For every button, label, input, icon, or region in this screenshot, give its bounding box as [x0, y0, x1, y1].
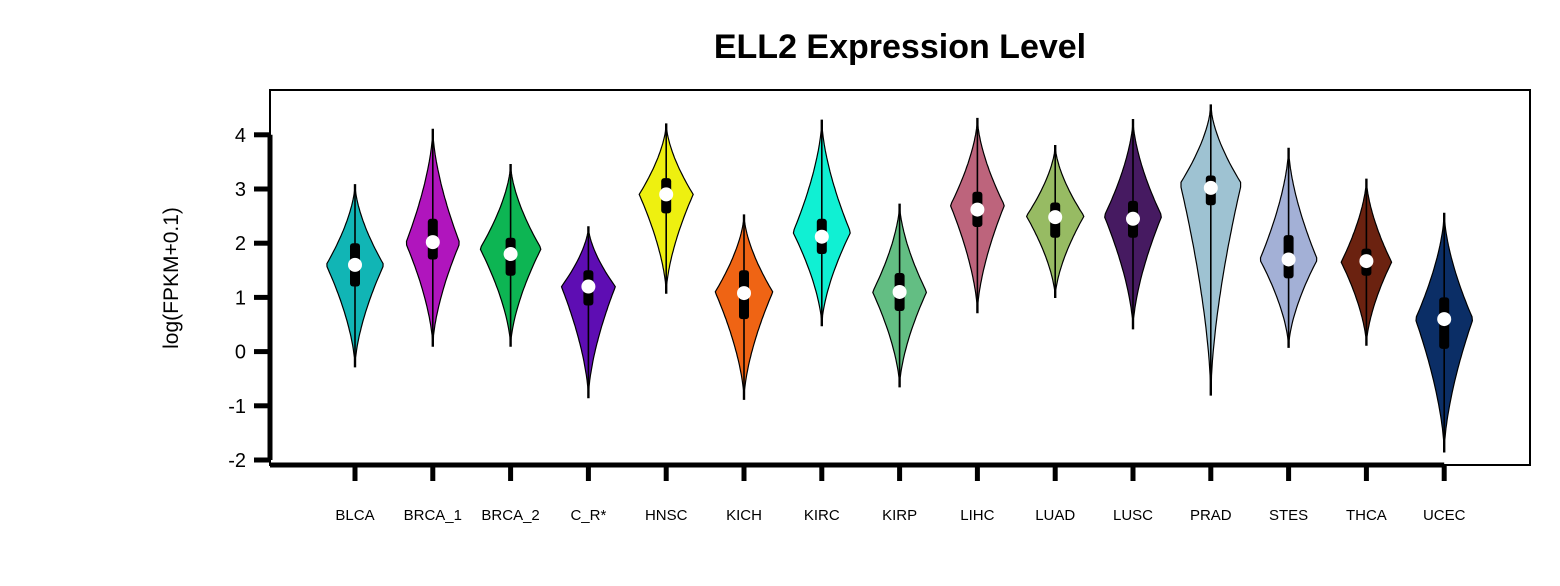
x-axis: BLCA BRCA_1 BRCA_2 C_R* HNSC KICH KIRC KIRP LIHC…: [270, 462, 1466, 524]
median-point: [1126, 211, 1140, 226]
y-tick-label: 4: [235, 125, 246, 147]
x-tick-label: BLCA: [335, 507, 374, 524]
x-tick-label: HNSC: [645, 507, 688, 524]
x-tick-label: KIRP: [882, 507, 917, 524]
x-tick-label: THCA: [1346, 507, 1387, 524]
y-axis-label: log(FPKM+0.1): [160, 207, 183, 349]
median-point: [814, 229, 829, 244]
chart-title: ELL2 Expression Level: [714, 28, 1086, 66]
median-point: [503, 247, 518, 262]
median-point: [348, 257, 362, 272]
median-point: [737, 286, 751, 301]
y-tick-label: 3: [235, 179, 246, 201]
x-tick-label: KIRC: [804, 507, 840, 524]
y-tick-label: 0: [235, 342, 246, 364]
median-point: [970, 202, 985, 217]
x-tick-label: PRAD: [1190, 507, 1232, 524]
x-tick-label: UCEC: [1423, 507, 1466, 524]
median-point: [1281, 252, 1296, 267]
median-point: [1437, 312, 1452, 327]
x-tick-label: BRCA_2: [481, 507, 539, 524]
x-tick-label: LIHC: [960, 507, 994, 524]
x-tick-label: C_R*: [570, 507, 606, 524]
median-point: [581, 279, 596, 294]
median-point: [1048, 210, 1063, 225]
x-tick-label: LUSC: [1113, 507, 1153, 524]
y-tick-label: -2: [228, 450, 246, 472]
x-tick-label: KICH: [726, 507, 762, 524]
median-point: [1359, 254, 1374, 269]
median-point: [1203, 180, 1218, 195]
x-tick-label: BRCA_1: [404, 507, 462, 524]
y-axis: -2 -1 0 1 2 3 4: [228, 125, 273, 472]
x-tick-label: LUAD: [1035, 507, 1075, 524]
median-point: [425, 235, 440, 250]
median-point: [892, 284, 907, 299]
median-point: [659, 187, 674, 202]
violins-group: [326, 104, 1474, 453]
y-tick-label: 1: [235, 287, 246, 309]
y-tick-label: -1: [228, 396, 246, 418]
x-tick-label: STES: [1269, 507, 1308, 524]
y-tick-label: 2: [235, 233, 246, 255]
